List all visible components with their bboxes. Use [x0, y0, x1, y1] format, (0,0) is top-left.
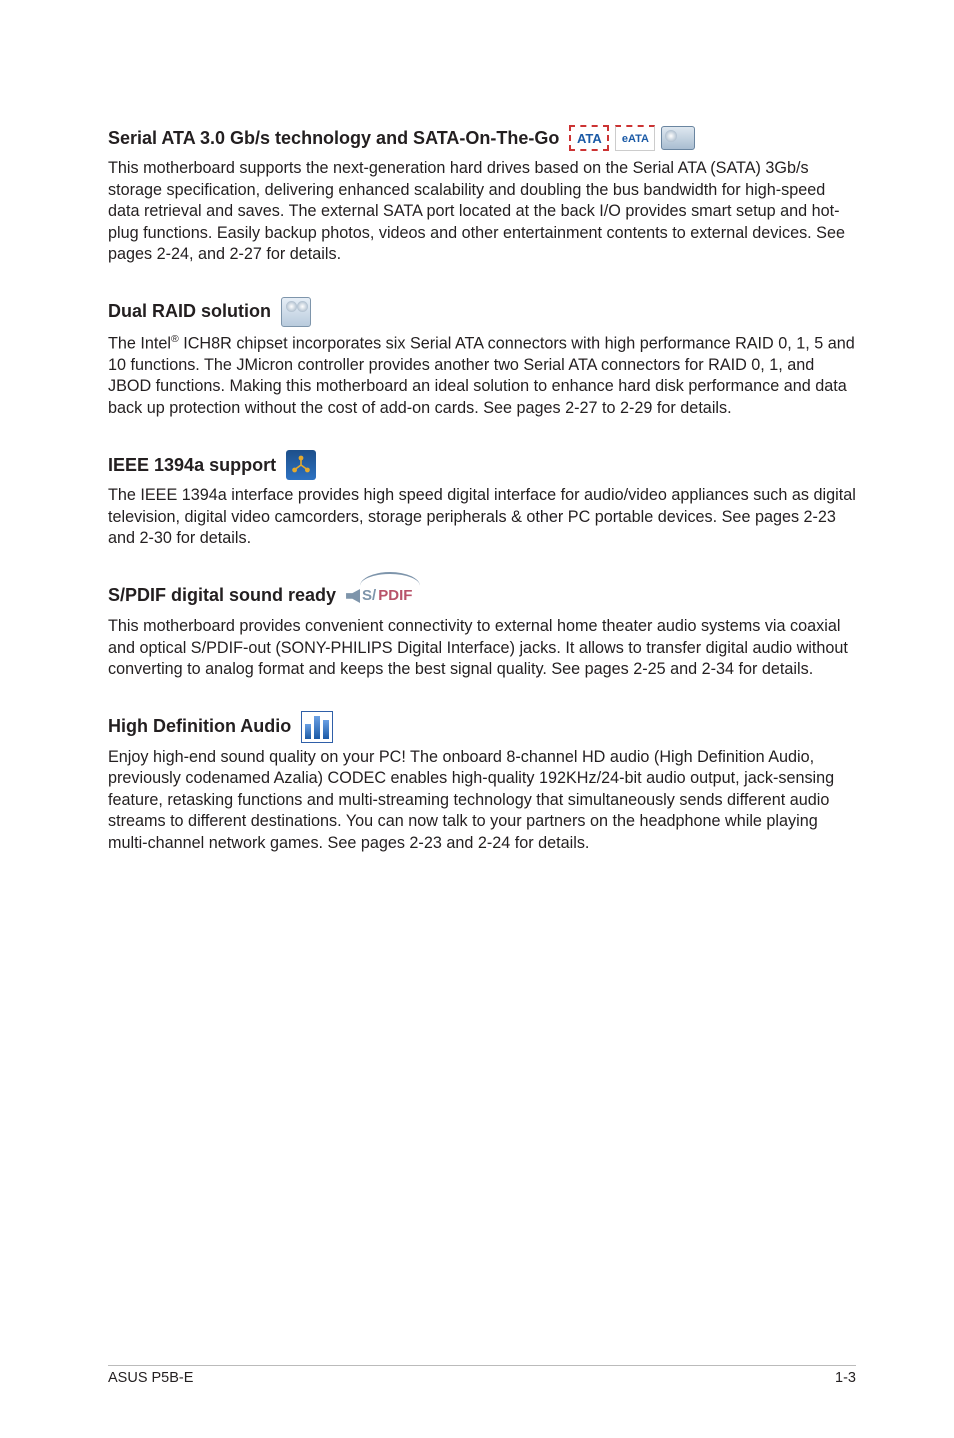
section-spdif: S/PDIF digital sound ready S/PDIF This m…: [108, 582, 856, 681]
section-sata: Serial ATA 3.0 Gb/s technology and SATA-…: [108, 124, 856, 266]
section-hdaudio: High Definition Audio Enjoy high-end sou…: [108, 713, 856, 855]
page-footer: ASUS P5B-E 1-3: [108, 1365, 856, 1386]
esata-icon-box: eATA: [615, 125, 655, 151]
hd-bar-1: [305, 724, 311, 738]
heading-row-spdif: S/PDIF digital sound ready S/PDIF: [108, 582, 856, 610]
spdif-arc: [360, 572, 420, 586]
section-raid: Dual RAID solution The Intel® ICH8R chip…: [108, 298, 856, 420]
esata-icon: eATA: [615, 124, 655, 152]
ieee-1394-glyph: [291, 455, 311, 475]
footer-left: ASUS P5B-E: [108, 1370, 193, 1386]
spdif-pdif: PDIF: [378, 587, 412, 604]
heading-sata: Serial ATA 3.0 Gb/s technology and SATA-…: [108, 128, 559, 149]
hd-bar-3: [323, 720, 329, 739]
body-raid: The Intel® ICH8R chipset incorporates si…: [108, 332, 856, 420]
heading-row-raid: Dual RAID solution: [108, 298, 856, 326]
hd-audio-icon: [301, 713, 333, 741]
raid-icon: [281, 298, 311, 326]
ata-icon-label: ATA: [569, 125, 609, 151]
body-raid-pre: The Intel: [108, 334, 171, 352]
ieee-1394-icon-shape: [286, 450, 316, 480]
hd-bar-2: [314, 716, 320, 739]
body-raid-post: ICH8R chipset incorporates six Serial AT…: [108, 334, 855, 417]
heading-row-sata: Serial ATA 3.0 Gb/s technology and SATA-…: [108, 124, 856, 152]
esata-label: ATA: [628, 133, 649, 145]
heading-ieee: IEEE 1394a support: [108, 455, 276, 476]
body-sata: This motherboard supports the next-gener…: [108, 158, 856, 266]
heading-spdif: S/PDIF digital sound ready: [108, 585, 336, 606]
body-spdif: This motherboard provides convenient con…: [108, 616, 856, 681]
raid-icon-shape: [281, 297, 311, 327]
spdif-speaker-icon: [346, 589, 360, 603]
registered-mark: ®: [171, 333, 179, 345]
section-ieee: IEEE 1394a support The IEEE 1394a interf…: [108, 451, 856, 550]
heading-hdaudio: High Definition Audio: [108, 716, 291, 737]
spdif-icon: S/PDIF: [346, 582, 412, 610]
sata-drive-icon: [661, 124, 695, 152]
heading-row-ieee: IEEE 1394a support: [108, 451, 856, 479]
hd-audio-icon-shape: [301, 711, 333, 743]
heading-raid: Dual RAID solution: [108, 301, 271, 322]
drive-icon-shape: [661, 126, 695, 150]
sata-icon-group: ATA eATA: [569, 124, 695, 152]
page: Serial ATA 3.0 Gb/s technology and SATA-…: [0, 0, 954, 1438]
body-hdaudio: Enjoy high-end sound quality on your PC!…: [108, 747, 856, 855]
ieee-1394-icon: [286, 451, 316, 479]
footer-right: 1-3: [835, 1370, 856, 1386]
body-ieee: The IEEE 1394a interface provides high s…: [108, 485, 856, 550]
spdif-s: S/: [362, 587, 376, 604]
ata-icon: ATA: [569, 124, 609, 152]
spdif-icon-wrap: S/PDIF: [346, 587, 412, 604]
heading-row-hdaudio: High Definition Audio: [108, 713, 856, 741]
